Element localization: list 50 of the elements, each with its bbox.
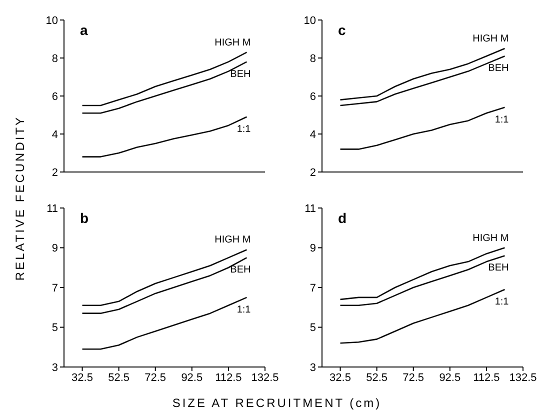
x-tick-label: 112.5 xyxy=(473,372,500,384)
y-tick-label: 10 xyxy=(304,14,316,27)
chart-title: c xyxy=(338,22,346,38)
y-tick-label: 5 xyxy=(310,322,316,334)
y-tick-label: 10 xyxy=(46,14,58,27)
series-label: HIGH M xyxy=(214,37,251,48)
x-tick-label: 92.5 xyxy=(439,372,461,384)
y-tick-label: 11 xyxy=(304,202,316,215)
chart-title: d xyxy=(338,210,347,226)
x-tick-label: 112.5 xyxy=(215,372,242,384)
y-tick-label: 9 xyxy=(310,242,316,255)
series-label: HIGH M xyxy=(472,232,509,244)
y-tick-label: 4 xyxy=(52,128,58,141)
series-label: 1:1 xyxy=(236,304,252,316)
x-tick-label: 72.5 xyxy=(144,372,166,384)
chart-title: a xyxy=(80,22,88,38)
y-tick-label: 7 xyxy=(52,282,58,294)
series-label: HIGH M xyxy=(472,34,509,44)
series-label: 1:1 xyxy=(236,124,252,135)
y-tick-label: 5 xyxy=(52,322,58,334)
x-tick-label: 32.5 xyxy=(330,372,351,384)
series-label: HIGH M xyxy=(214,234,251,246)
chart-title: b xyxy=(80,210,89,226)
y-tick-label: 11 xyxy=(46,202,58,215)
x-tick-label: 32.5 xyxy=(72,372,93,384)
x-tick-label: 52.5 xyxy=(366,372,388,384)
y-tick-label: 6 xyxy=(52,90,58,103)
y-axis-title: RELATIVE FECUNDITY xyxy=(13,115,27,281)
series-label: BEH xyxy=(230,264,251,276)
series-label: BEH xyxy=(488,262,509,274)
y-tick-label: 2 xyxy=(310,166,316,179)
y-tick-label: 3 xyxy=(52,362,58,374)
y-tick-label: 7 xyxy=(310,282,316,294)
series-label: BEH xyxy=(488,63,509,74)
x-tick-label: 132.5 xyxy=(251,372,279,384)
y-tick-label: 8 xyxy=(52,52,58,65)
x-tick-label: 132.5 xyxy=(509,372,537,384)
y-tick-label: 8 xyxy=(310,52,316,65)
series-label: 1:1 xyxy=(494,114,510,126)
y-tick-label: 2 xyxy=(52,166,58,179)
y-tick-label: 3 xyxy=(310,362,316,374)
y-tick-label: 9 xyxy=(52,242,58,255)
x-tick-label: 72.5 xyxy=(402,372,424,384)
y-tick-label: 4 xyxy=(310,128,316,141)
x-tick-label: 92.5 xyxy=(181,372,203,384)
x-tick-label: 52.5 xyxy=(108,372,130,384)
x-axis-title: SIZE AT RECRUITMENT (cm) xyxy=(171,396,383,410)
series-label: 1:1 xyxy=(494,296,510,308)
y-tick-label: 6 xyxy=(310,90,316,103)
series-label: BEH xyxy=(230,68,251,80)
